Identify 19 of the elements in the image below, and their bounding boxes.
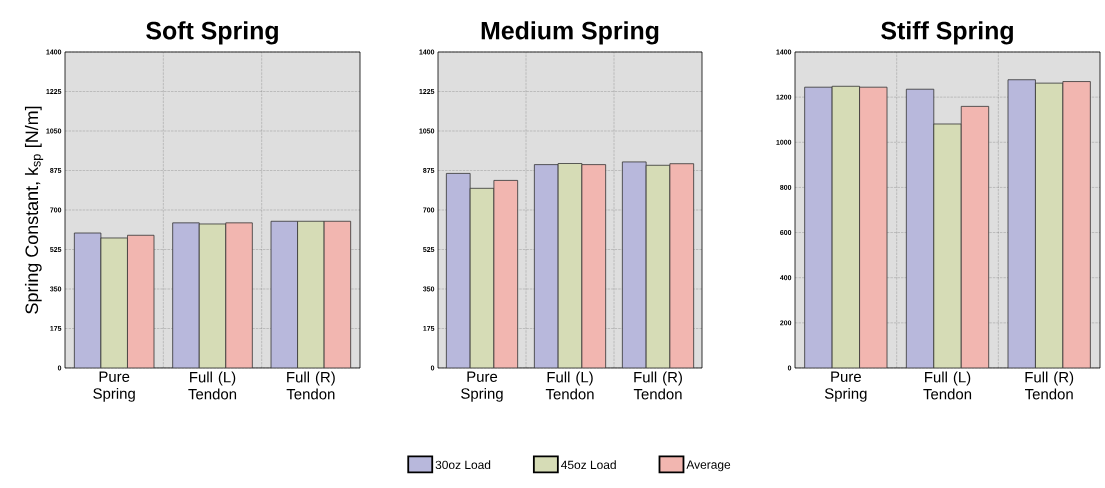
x-tick-label: Full (R) Tendon (633, 371, 682, 400)
chart-title: Stiff Spring (881, 21, 1013, 45)
x-tick-label: Full (R) Tendon (286, 371, 335, 400)
x-tick-label: Pure Spring (93, 371, 135, 402)
bar (1035, 82, 1064, 368)
legend-label: Average (686, 460, 731, 472)
x-tick-label: Pure Spring (461, 371, 503, 402)
x-tick-label: Full (R) Tendon (1024, 371, 1074, 400)
bar (831, 85, 860, 368)
x-tick-label: Full (L) Tendon (188, 371, 237, 400)
x-tick-label: Full (L) Tendon (545, 371, 594, 400)
bar (933, 123, 962, 368)
legend-label: 45oz Load (561, 460, 616, 470)
chart-title: Soft Spring (146, 21, 278, 45)
chart-title: Medium Spring (481, 21, 659, 45)
x-tick-label: Full (L) Tendon (923, 371, 972, 400)
y-axis-title: Spring Constant, k$_{sp}$ [N/m] (24, 106, 44, 314)
legend-label: 30oz Load (435, 460, 491, 470)
x-tick-label: Pure Spring (824, 371, 867, 402)
